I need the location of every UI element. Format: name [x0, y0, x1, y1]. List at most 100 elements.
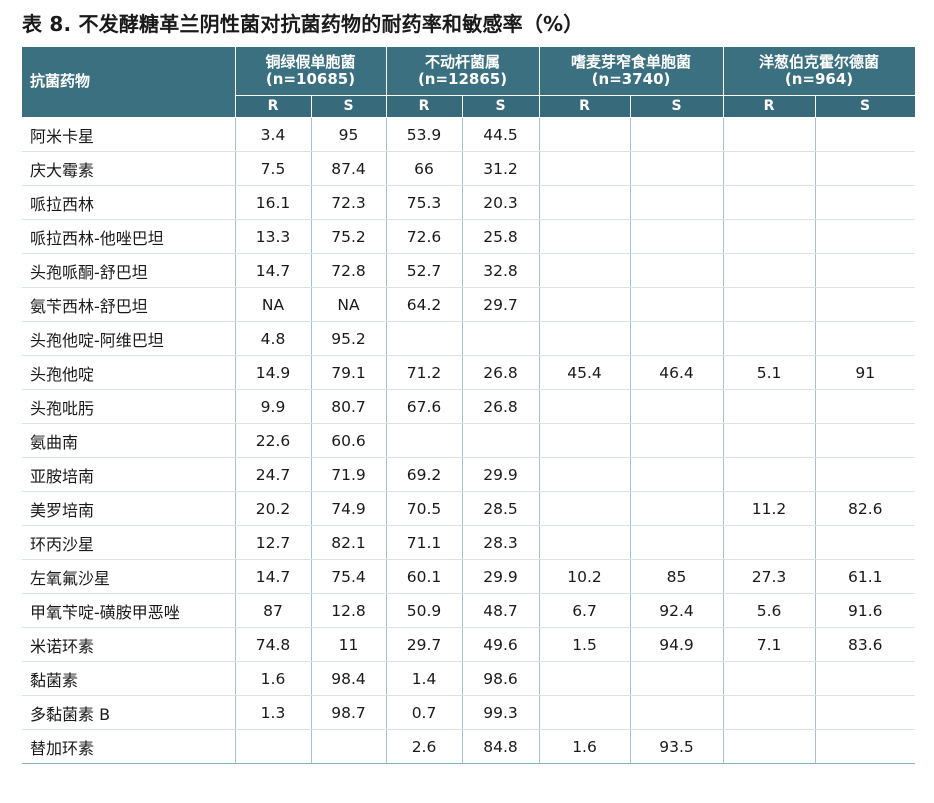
table-title: 表 8. 不发酵糖革兰阴性菌对抗菌药物的耐药率和敏感率（%） — [22, 12, 584, 36]
table-row: 氨曲南 22.6 60.6 — [22, 423, 916, 458]
group-name: 不动杆菌属 — [425, 52, 501, 71]
sensitivity-rate-cell — [815, 661, 916, 696]
resistance-rate-cell: 11.2 — [723, 491, 816, 526]
resistance-rate-cell — [723, 457, 816, 492]
sensitivity-rate-cell: 92.4 — [630, 593, 724, 628]
resistance-rate-cell: 66 — [386, 151, 463, 186]
resistance-rate-cell: 27.3 — [723, 559, 816, 594]
sensitivity-rate-cell — [630, 661, 724, 696]
group-name: 嗜麦芽窄食单胞菌 — [571, 52, 692, 71]
sensitivity-rate-cell: 75.4 — [311, 559, 387, 594]
sensitivity-rate-cell: 61.1 — [815, 559, 916, 594]
resistance-rate-cell: 3.4 — [235, 117, 312, 152]
resistance-rate-cell: 12.7 — [235, 525, 312, 560]
sensitivity-rate-cell: 60.6 — [311, 423, 387, 458]
group-name: 洋葱伯克霍尔德菌 — [759, 52, 880, 71]
resistance-rate-cell: 67.6 — [386, 389, 463, 424]
resistance-rate-cell: 50.9 — [386, 593, 463, 628]
sensitivity-rate-cell — [815, 287, 916, 322]
sensitivity-rate-cell: 29.9 — [462, 457, 540, 492]
resistance-rate-cell: 1.3 — [235, 695, 312, 730]
sensitivity-rate-cell — [815, 525, 916, 560]
sensitivity-rate-cell — [815, 185, 916, 220]
resistance-rate-cell — [723, 287, 816, 322]
sensitivity-rate-cell — [630, 117, 724, 152]
resistance-rate-cell: 1.5 — [539, 627, 631, 662]
resistance-rate-cell — [723, 321, 816, 356]
resistance-rate-cell: 5.1 — [723, 355, 816, 390]
resistance-rate-cell — [539, 185, 631, 220]
r-header: R — [538, 95, 631, 118]
drug-name-cell: 多黏菌素 B — [22, 695, 236, 730]
group-header-acinetobacter: 不动杆菌属 (n=12865) — [385, 46, 540, 96]
sensitivity-rate-cell: 98.4 — [311, 661, 387, 696]
drug-name-cell: 氨曲南 — [22, 423, 236, 458]
sensitivity-rate-cell: 71.9 — [311, 457, 387, 492]
r-header: R — [385, 95, 463, 118]
table-row: 米诺环素 74.8 11 29.7 49.6 1.5 94.9 7.1 83.6 — [22, 627, 916, 662]
drug-name-cell: 替加环素 — [22, 729, 236, 764]
sensitivity-rate-cell: 31.2 — [462, 151, 540, 186]
resistance-rate-cell — [723, 151, 816, 186]
sensitivity-rate-cell: 82.1 — [311, 525, 387, 560]
drug-name-cell: 头孢哌酮-舒巴坦 — [22, 253, 236, 288]
resistance-rate-cell: 52.7 — [386, 253, 463, 288]
resistance-rate-cell: 10.2 — [539, 559, 631, 594]
table-row: 亚胺培南 24.7 71.9 69.2 29.9 — [22, 457, 916, 492]
sensitivity-rate-cell — [815, 117, 916, 152]
group-header-pseudomonas: 铜绿假单胞菌 (n=10685) — [234, 46, 387, 96]
resistance-rate-cell — [539, 287, 631, 322]
resistance-rate-cell — [539, 423, 631, 458]
sensitivity-rate-cell: 98.7 — [311, 695, 387, 730]
table-row: 头孢他啶-阿维巴坦 4.8 95.2 — [22, 321, 916, 356]
resistance-rate-cell: 74.8 — [235, 627, 312, 662]
resistance-rate-cell — [539, 661, 631, 696]
resistance-rate-cell — [723, 525, 816, 560]
r-header: R — [722, 95, 816, 118]
resistance-rate-cell: 87 — [235, 593, 312, 628]
sensitivity-rate-cell: 72.8 — [311, 253, 387, 288]
resistance-rate-cell — [539, 253, 631, 288]
group-count: (n=12865) — [417, 70, 508, 88]
group-count: (n=964) — [784, 70, 854, 88]
resistance-rate-cell: 1.6 — [539, 729, 631, 764]
sensitivity-rate-cell: 79.1 — [311, 355, 387, 390]
resistance-rate-cell: 14.7 — [235, 253, 312, 288]
resistance-rate-cell: 14.7 — [235, 559, 312, 594]
drug-name-cell: 头孢他啶 — [22, 355, 236, 390]
sensitivity-rate-cell: 91.6 — [815, 593, 916, 628]
sensitivity-rate-cell: 11 — [311, 627, 387, 662]
sensitivity-rate-cell — [630, 389, 724, 424]
drug-name-cell: 亚胺培南 — [22, 457, 236, 492]
sensitivity-rate-cell: 26.8 — [462, 389, 540, 424]
sensitivity-rate-cell — [815, 219, 916, 254]
sensitivity-rate-cell: 48.7 — [462, 593, 540, 628]
sensitivity-rate-cell — [630, 423, 724, 458]
sensitivity-rate-cell: 26.8 — [462, 355, 540, 390]
resistance-rate-cell: 0.7 — [386, 695, 463, 730]
s-header: S — [461, 95, 540, 118]
resistance-rate-cell: 24.7 — [235, 457, 312, 492]
sensitivity-rate-cell — [462, 321, 540, 356]
resistance-rate-cell: 16.1 — [235, 185, 312, 220]
resistance-rate-cell — [723, 185, 816, 220]
resistance-rate-cell: 70.5 — [386, 491, 463, 526]
resistance-rate-cell — [539, 117, 631, 152]
resistance-rate-cell: 5.6 — [723, 593, 816, 628]
resistance-rate-cell: 71.1 — [386, 525, 463, 560]
sensitivity-rate-cell — [630, 321, 724, 356]
drug-name-cell: 阿米卡星 — [22, 117, 236, 152]
drug-name-cell: 头孢吡肟 — [22, 389, 236, 424]
table-row: 美罗培南 20.2 74.9 70.5 28.5 11.2 82.6 — [22, 491, 916, 526]
s-header: S — [310, 95, 387, 118]
resistance-rate-cell: 72.6 — [386, 219, 463, 254]
drug-name-cell: 头孢他啶-阿维巴坦 — [22, 321, 236, 356]
sensitivity-rate-cell: 80.7 — [311, 389, 387, 424]
sensitivity-rate-cell — [815, 321, 916, 356]
drug-name-cell: 米诺环素 — [22, 627, 236, 662]
table-row: 哌拉西林-他唑巴坦 13.3 75.2 72.6 25.8 — [22, 219, 916, 254]
sensitivity-rate-cell: 99.3 — [462, 695, 540, 730]
sensitivity-rate-cell: 98.6 — [462, 661, 540, 696]
drug-name-cell: 左氧氟沙星 — [22, 559, 236, 594]
resistance-rate-cell: 64.2 — [386, 287, 463, 322]
